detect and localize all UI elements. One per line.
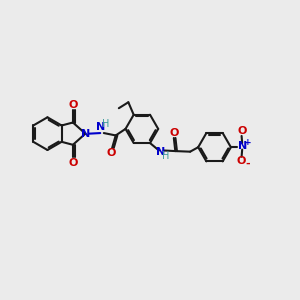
Text: -: -: [246, 159, 250, 169]
Text: N: N: [238, 141, 247, 151]
Text: O: O: [107, 148, 116, 158]
Text: +: +: [244, 138, 252, 147]
Text: O: O: [68, 100, 78, 110]
Text: O: O: [237, 156, 246, 166]
Text: O: O: [68, 158, 78, 168]
Text: N: N: [96, 122, 105, 132]
Text: N: N: [156, 147, 165, 157]
Text: N: N: [81, 129, 90, 139]
Text: O: O: [237, 127, 247, 136]
Text: H: H: [102, 118, 109, 128]
Text: O: O: [169, 128, 178, 138]
Text: H: H: [162, 151, 169, 161]
